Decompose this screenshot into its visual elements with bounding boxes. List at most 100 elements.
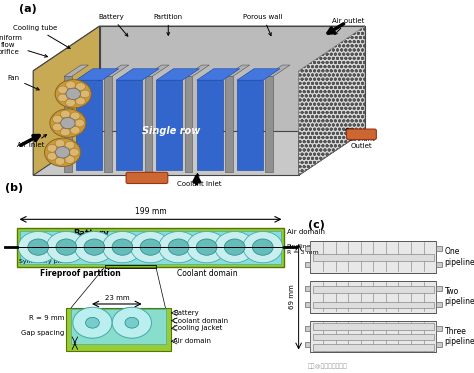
- Text: Cooling tube: Cooling tube: [13, 25, 70, 48]
- Circle shape: [70, 126, 80, 134]
- Circle shape: [55, 80, 91, 108]
- Bar: [313, 254, 434, 260]
- Text: Partition: Partition: [154, 14, 183, 35]
- Circle shape: [53, 123, 62, 131]
- Circle shape: [66, 99, 75, 107]
- Circle shape: [55, 157, 65, 165]
- Circle shape: [75, 119, 84, 127]
- Text: (c): (c): [308, 220, 325, 230]
- Bar: [305, 262, 310, 267]
- Circle shape: [243, 231, 283, 263]
- Polygon shape: [33, 131, 365, 175]
- Circle shape: [28, 239, 48, 255]
- Text: Uniform
flow
orifice: Uniform flow orifice: [0, 35, 47, 57]
- Circle shape: [224, 239, 245, 255]
- Text: Air outlet: Air outlet: [332, 18, 365, 35]
- Circle shape: [159, 231, 199, 263]
- Circle shape: [86, 317, 99, 328]
- Polygon shape: [145, 76, 152, 172]
- Polygon shape: [185, 65, 210, 76]
- Polygon shape: [33, 26, 365, 71]
- Text: (a): (a): [19, 4, 36, 14]
- Polygon shape: [299, 26, 365, 175]
- Circle shape: [47, 144, 57, 152]
- Circle shape: [76, 83, 85, 91]
- Polygon shape: [76, 80, 102, 170]
- Circle shape: [130, 231, 170, 263]
- Circle shape: [196, 239, 217, 255]
- Circle shape: [140, 239, 161, 255]
- Bar: [310, 241, 436, 273]
- Circle shape: [80, 90, 90, 98]
- Text: Battery: Battery: [73, 229, 109, 238]
- Circle shape: [66, 88, 81, 100]
- Text: 23 mm: 23 mm: [105, 295, 129, 301]
- Bar: [313, 286, 434, 292]
- Text: Battery: Battery: [173, 310, 199, 316]
- Circle shape: [125, 317, 139, 328]
- Circle shape: [60, 110, 70, 118]
- Polygon shape: [265, 76, 273, 172]
- Circle shape: [46, 231, 86, 263]
- Text: Single row: Single row: [142, 126, 201, 137]
- Polygon shape: [104, 65, 129, 76]
- Bar: [313, 323, 434, 330]
- Bar: [436, 326, 442, 331]
- Bar: [436, 302, 442, 307]
- Circle shape: [253, 239, 273, 255]
- Circle shape: [69, 148, 79, 156]
- Polygon shape: [265, 65, 290, 76]
- Polygon shape: [64, 76, 72, 172]
- Circle shape: [58, 86, 67, 94]
- Bar: [305, 286, 310, 291]
- Polygon shape: [156, 69, 200, 80]
- Circle shape: [60, 128, 70, 136]
- Circle shape: [55, 140, 65, 147]
- Circle shape: [74, 231, 114, 263]
- Text: Air inlet: Air inlet: [17, 135, 46, 148]
- Circle shape: [112, 239, 133, 255]
- Circle shape: [18, 231, 58, 263]
- Polygon shape: [237, 80, 263, 170]
- Circle shape: [65, 156, 75, 163]
- Text: Air domain: Air domain: [287, 229, 325, 235]
- Circle shape: [70, 112, 80, 120]
- Text: One
pipeline: One pipeline: [445, 247, 474, 267]
- Circle shape: [58, 94, 67, 102]
- Circle shape: [66, 81, 75, 89]
- Circle shape: [61, 117, 75, 129]
- Bar: [71, 309, 166, 344]
- Bar: [305, 342, 310, 347]
- Circle shape: [73, 307, 112, 338]
- Polygon shape: [185, 76, 192, 172]
- Text: Air domain: Air domain: [173, 338, 211, 344]
- Text: Coolant
Outlet: Coolant Outlet: [346, 131, 375, 149]
- FancyBboxPatch shape: [346, 129, 376, 140]
- Text: 69 mm: 69 mm: [289, 284, 295, 309]
- Polygon shape: [299, 26, 365, 175]
- Text: Porous wall: Porous wall: [243, 14, 283, 35]
- Polygon shape: [116, 69, 159, 80]
- Polygon shape: [197, 69, 240, 80]
- FancyBboxPatch shape: [126, 172, 168, 184]
- Text: Gap spacing: Gap spacing: [21, 330, 64, 336]
- Bar: [310, 281, 436, 313]
- Polygon shape: [197, 80, 223, 170]
- Text: Two
pipelines: Two pipelines: [445, 287, 474, 307]
- Polygon shape: [104, 76, 112, 172]
- Polygon shape: [116, 80, 142, 170]
- Circle shape: [50, 109, 86, 137]
- Bar: [436, 342, 442, 347]
- Text: R = 9 mm: R = 9 mm: [28, 315, 64, 321]
- Text: x: x: [73, 341, 77, 346]
- Polygon shape: [225, 65, 250, 76]
- Text: Coolant domain: Coolant domain: [177, 269, 238, 278]
- Polygon shape: [76, 69, 119, 80]
- Circle shape: [53, 115, 62, 123]
- Bar: [305, 326, 310, 331]
- Text: Coolant Inlet: Coolant Inlet: [177, 173, 221, 186]
- Bar: [20, 231, 281, 264]
- Text: Pipeline
R = 3 mm: Pipeline R = 3 mm: [287, 244, 319, 255]
- Bar: [305, 302, 310, 307]
- Polygon shape: [145, 65, 169, 76]
